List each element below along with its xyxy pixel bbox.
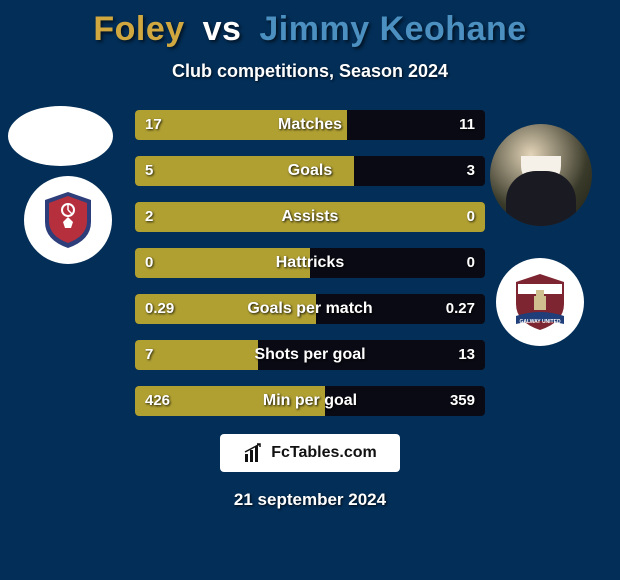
- stat-row-goals-per-match: 0.290.27Goals per match: [135, 294, 485, 324]
- brand-box[interactable]: FcTables.com: [220, 434, 400, 472]
- stat-label: Matches: [135, 110, 485, 140]
- stat-label: Goals: [135, 156, 485, 186]
- brand-chart-icon: [243, 442, 265, 464]
- team1-badge: [24, 176, 112, 264]
- stat-label: Assists: [135, 202, 485, 232]
- subtitle: Club competitions, Season 2024: [0, 61, 620, 82]
- stat-row-min-per-goal: 426359Min per goal: [135, 386, 485, 416]
- vs-text: vs: [203, 10, 242, 48]
- team1-shield-icon: [41, 190, 95, 250]
- team2-shield-icon: GALWAY UNITED: [510, 270, 570, 334]
- team2-badge: GALWAY UNITED: [496, 258, 584, 346]
- brand-text: FcTables.com: [271, 444, 377, 462]
- stat-label: Hattricks: [135, 248, 485, 278]
- stat-label: Shots per goal: [135, 340, 485, 370]
- avatar-shirt: [506, 171, 576, 226]
- player1-name: Foley: [93, 10, 184, 48]
- stat-label: Min per goal: [135, 386, 485, 416]
- stat-label: Goals per match: [135, 294, 485, 324]
- player2-avatar: [490, 124, 592, 226]
- svg-text:GALWAY UNITED: GALWAY UNITED: [519, 319, 561, 325]
- date-text: 21 september 2024: [0, 490, 620, 510]
- stat-row-goals: 53Goals: [135, 156, 485, 186]
- comparison-title: Foley vs Jimmy Keohane: [0, 0, 620, 49]
- stat-row-matches: 1711Matches: [135, 110, 485, 140]
- stats-container: 1711Matches 53Goals 20Assists 00Hattricks 0.…: [135, 110, 485, 416]
- stat-row-hattricks: 00Hattricks: [135, 248, 485, 278]
- player2-name: Jimmy Keohane: [259, 10, 526, 48]
- stat-row-shots-per-goal: 713Shots per goal: [135, 340, 485, 370]
- stat-row-assists: 20Assists: [135, 202, 485, 232]
- player1-avatar: [8, 106, 113, 166]
